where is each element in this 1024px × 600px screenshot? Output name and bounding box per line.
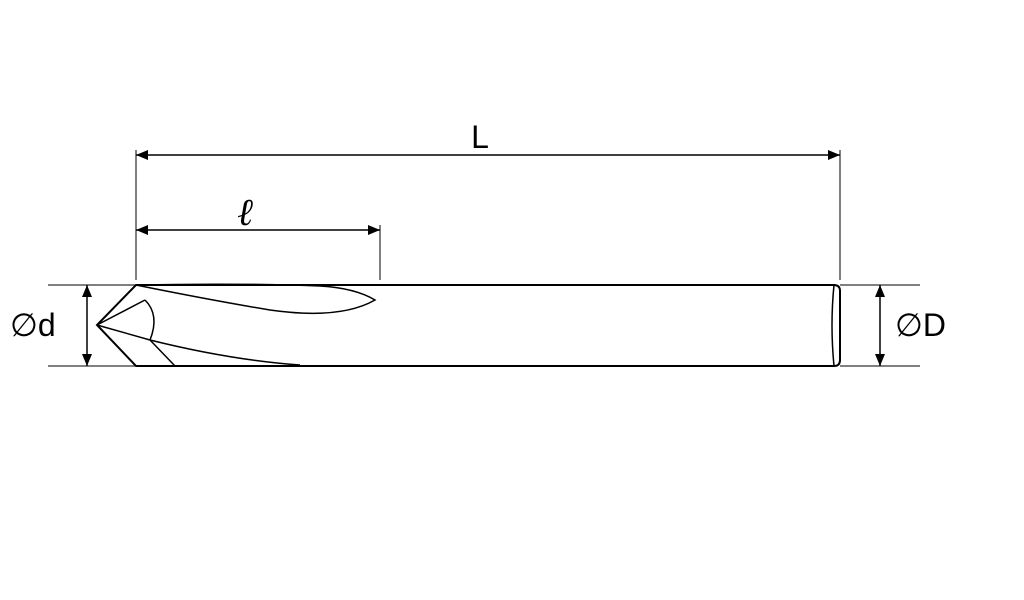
dim-D: ∅D: [875, 285, 946, 366]
label-l: ℓ: [237, 192, 253, 234]
tool-diagram: L ℓ ∅d ∅D: [0, 0, 1024, 600]
label-d: ∅d: [10, 307, 56, 343]
dim-l: ℓ: [136, 192, 380, 235]
dim-L: L: [136, 119, 840, 160]
tool-body: [97, 284, 840, 366]
label-L: L: [471, 119, 489, 155]
label-D: ∅D: [895, 307, 946, 343]
dim-d: ∅d: [10, 285, 92, 366]
